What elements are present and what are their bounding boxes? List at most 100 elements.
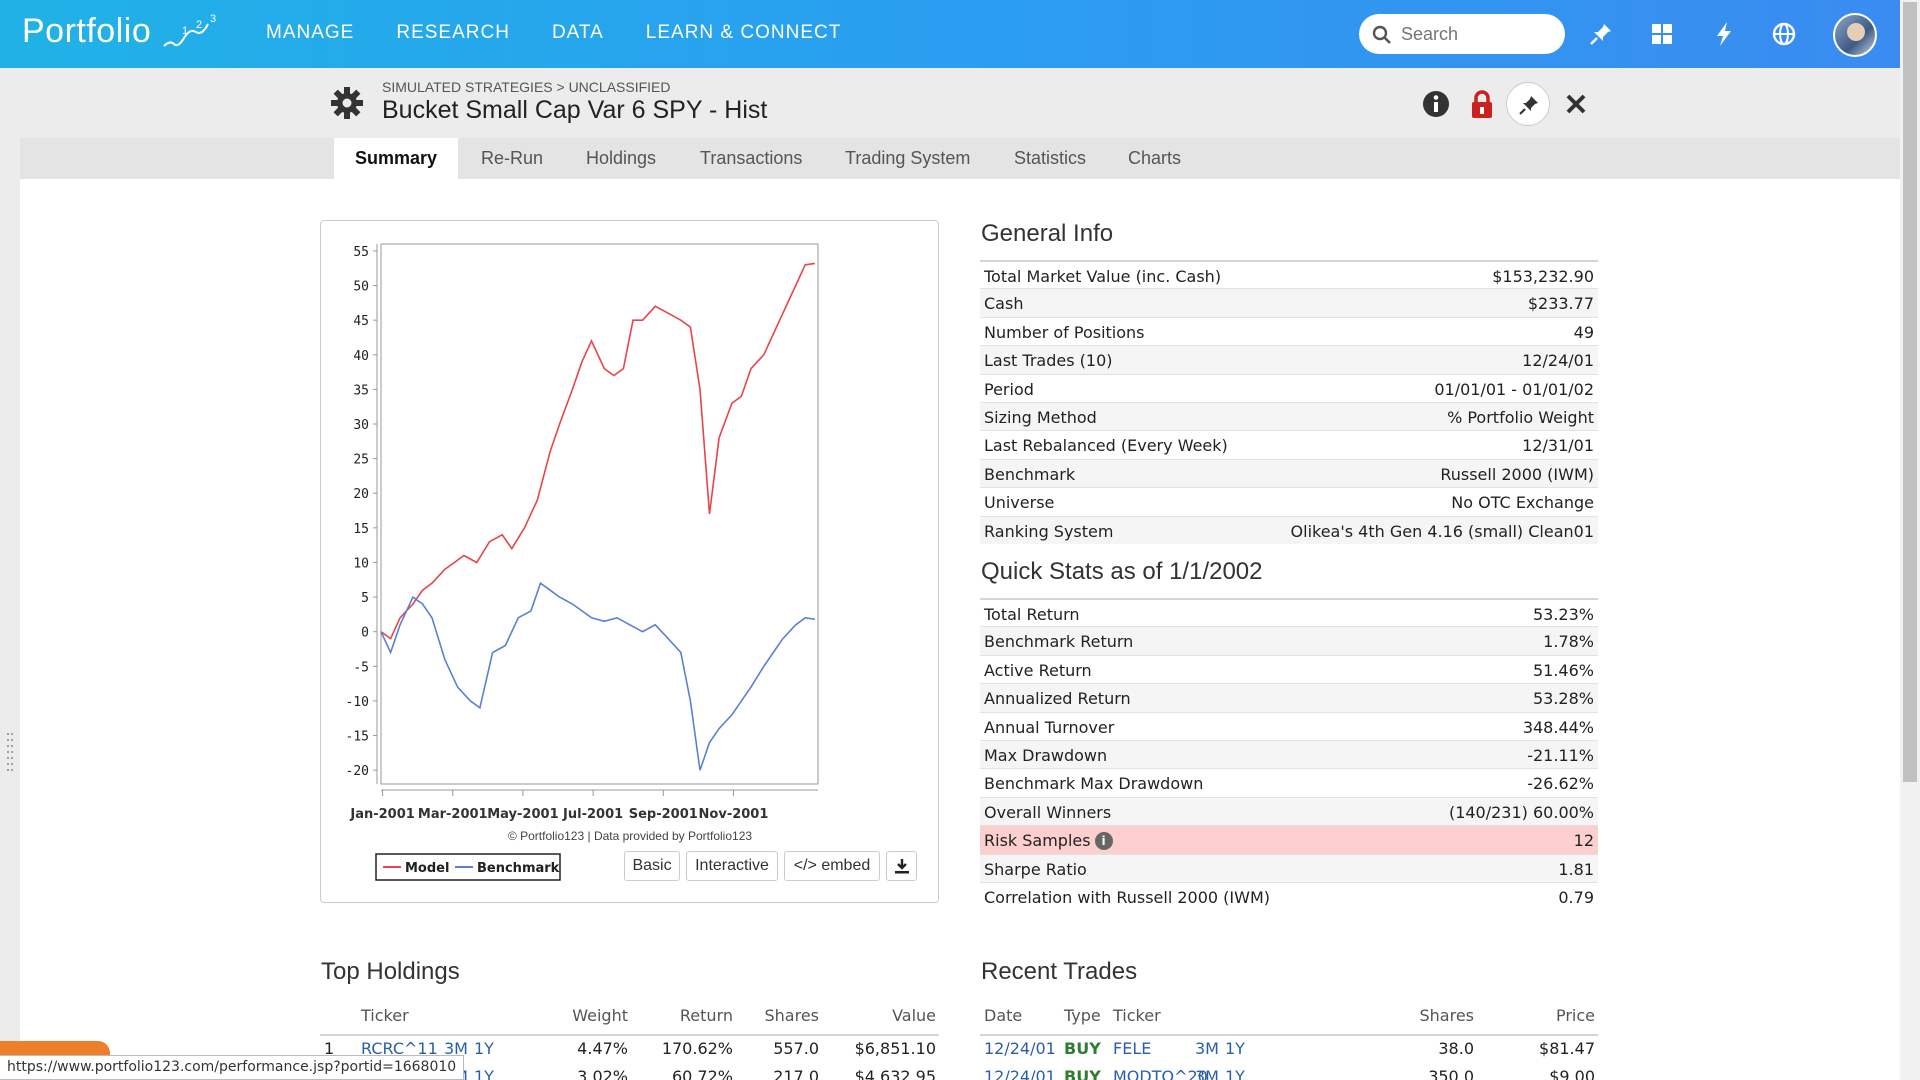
search-box[interactable] — [1359, 14, 1565, 54]
trade-type: BUY — [1064, 1039, 1101, 1058]
trade-ticker[interactable]: MODTQ^20 — [1113, 1067, 1208, 1080]
info-icon[interactable] — [1420, 88, 1452, 120]
lock-icon[interactable] — [1466, 88, 1498, 120]
general-info-label[interactable]: Number of Positions — [984, 322, 1145, 342]
x-tick-label: Jul-2001 — [562, 807, 623, 822]
tab-trading-system[interactable]: Trading System — [845, 148, 971, 168]
y-tick-label: 0 — [361, 626, 369, 641]
holding-return: 170.62% — [661, 1039, 733, 1058]
quick-stat-row: Annual Turnover 348.44% — [980, 711, 1598, 740]
main-nav: MANAGE RESEARCH DATA LEARN & CONNECT — [266, 22, 841, 44]
tab-statistics[interactable]: Statistics — [1014, 148, 1087, 168]
rt-shares[interactable]: Shares — [1419, 1006, 1474, 1025]
holding-1y-link[interactable]: 1Y — [474, 1039, 494, 1058]
general-info-label: Period — [984, 379, 1034, 399]
search-input[interactable] — [1401, 22, 1551, 46]
general-info-row: Cash $233.77 — [980, 288, 1598, 317]
trade-date[interactable]: 12/24/01 — [984, 1039, 1056, 1058]
trade-3m-link[interactable]: 3M — [1195, 1039, 1219, 1058]
y-tick-label: -15 — [346, 730, 369, 745]
close-icon[interactable] — [1560, 88, 1592, 120]
portfolio123-logo[interactable]: Portfolio 1 2 3 — [22, 12, 216, 51]
th-shares[interactable]: Shares — [764, 1006, 819, 1025]
y-tick-label: 40 — [353, 349, 369, 364]
y-tick-label: 10 — [353, 556, 369, 571]
holding-3m-link[interactable]: 3M — [444, 1039, 468, 1058]
holding-1y-link[interactable]: 1Y — [474, 1067, 494, 1080]
grid-icon[interactable] — [1648, 20, 1676, 48]
chart-basic-button[interactable]: Basic — [624, 851, 680, 881]
chart-credit: © Portfolio123 | Data provided by Portfo… — [508, 829, 752, 843]
x-tick-label: May-2001 — [487, 807, 558, 822]
svg-text:3: 3 — [210, 14, 217, 25]
chart-interactive-button[interactable]: Interactive — [686, 851, 778, 881]
status-url: https://www.portfolio123.com/performance… — [0, 1055, 465, 1080]
logo-mark: 1 2 3 — [163, 14, 217, 47]
trade-3m-link[interactable]: 3M — [1195, 1067, 1219, 1080]
trade-1y-link[interactable]: 1Y — [1225, 1067, 1245, 1080]
gear-icon[interactable] — [330, 86, 364, 120]
nav-manage[interactable]: MANAGE — [266, 22, 355, 43]
rt-type[interactable]: Type — [1064, 1006, 1101, 1025]
tab-re-run[interactable]: Re-Run — [481, 148, 544, 168]
globe-icon[interactable] — [1770, 20, 1798, 48]
holding-shares: 217.0 — [773, 1067, 819, 1080]
pin-button[interactable] — [1506, 82, 1550, 126]
quick-stat-value: 51.46% — [1532, 660, 1594, 680]
holding-weight: 3.02% — [577, 1067, 628, 1080]
quick-stat-label: Annualized Return — [984, 689, 1131, 709]
th-value[interactable]: Value — [892, 1006, 936, 1025]
scrollbar-thumb[interactable] — [1903, 2, 1917, 782]
top-navbar: Portfolio 1 2 3 MANAGE RESEARCH DATA LEA… — [0, 0, 1900, 68]
breadcrumb[interactable]: SIMULATED STRATEGIES > UNCLASSIFIED — [382, 79, 671, 95]
th-ticker[interactable]: Ticker — [361, 1006, 409, 1025]
content-area — [20, 179, 1900, 1080]
general-info-value[interactable]: Olikea's 4th Gen 4.16 (small) Clean01 — [1290, 521, 1594, 541]
y-tick-label: 45 — [353, 314, 369, 329]
general-info-value[interactable]: 49 — [1573, 322, 1594, 342]
resize-grip-icon[interactable] — [6, 730, 14, 774]
bolt-icon[interactable] — [1710, 20, 1738, 48]
general-info-row: Number of Positions 49 — [980, 316, 1598, 345]
nav-data[interactable]: DATA — [551, 22, 604, 43]
tab-transactions[interactable]: Transactions — [700, 148, 803, 168]
rt-price[interactable]: Price — [1555, 1006, 1595, 1025]
y-tick-label: -5 — [353, 660, 369, 675]
rt-date[interactable]: Date — [984, 1006, 1023, 1025]
quick-stats-table: Total Return 53.23% Benchmark Return 1.78% A… — [980, 598, 1598, 910]
quick-stat-row: Overall Winners (140/231) 60.00% — [980, 796, 1598, 826]
holding-shares: 557.0 — [773, 1039, 819, 1058]
general-info-value[interactable]: 12/24/01 — [1522, 351, 1594, 371]
vertical-scrollbar[interactable] — [1900, 0, 1920, 1080]
rt-ticker[interactable]: Ticker — [1113, 1006, 1161, 1025]
info-icon[interactable]: i — [1094, 832, 1113, 851]
general-info-row: Last Trades (10) 12/24/01 — [980, 345, 1598, 374]
th-weight[interactable]: Weight — [572, 1006, 628, 1025]
chart-embed-button[interactable]: </> embed — [784, 851, 880, 881]
general-info-row: Universe No OTC Exchange — [980, 487, 1598, 515]
general-info-value: $153,232.90 — [1492, 267, 1594, 286]
tab-charts[interactable]: Charts — [1128, 148, 1182, 168]
performance-chart[interactable]: 5550454035302520151050-5-10-15-20Jan-200… — [321, 221, 940, 904]
th-return[interactable]: Return — [679, 1006, 733, 1025]
quick-stat-label: Total Return — [984, 605, 1080, 624]
search-icon — [1372, 25, 1391, 44]
user-avatar[interactable] — [1833, 13, 1877, 57]
quick-stat-value: 12 — [1573, 831, 1594, 851]
quick-stat-value: 1.78% — [1543, 632, 1594, 652]
quick-stat-label: Benchmark Return — [984, 632, 1134, 652]
tab-summary[interactable]: Summary — [334, 138, 459, 179]
nav-learn-connect[interactable]: LEARN & CONNECT — [645, 22, 842, 43]
trade-type: BUY — [1064, 1067, 1101, 1080]
nav-research[interactable]: RESEARCH — [396, 22, 510, 43]
logo-text: Portfolio — [22, 12, 152, 50]
chart-download-button[interactable] — [886, 851, 917, 881]
holding-ticker[interactable]: RCRC^11 — [361, 1039, 438, 1058]
trade-1y-link[interactable]: 1Y — [1225, 1039, 1245, 1058]
general-info-label[interactable]: Last Trades (10) — [984, 351, 1113, 371]
pin-icon[interactable] — [1587, 20, 1615, 48]
trade-date[interactable]: 12/24/01 — [984, 1067, 1056, 1080]
general-info-value: $233.77 — [1527, 294, 1594, 314]
tab-holdings[interactable]: Holdings — [586, 148, 657, 168]
trade-ticker[interactable]: FELE — [1113, 1039, 1152, 1058]
